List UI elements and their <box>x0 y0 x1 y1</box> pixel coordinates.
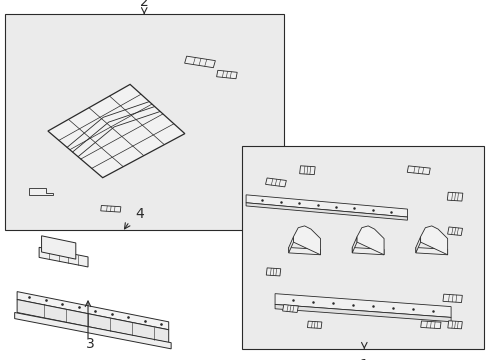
Polygon shape <box>415 237 420 253</box>
Polygon shape <box>245 195 407 217</box>
Polygon shape <box>41 236 76 259</box>
Polygon shape <box>299 166 315 175</box>
Text: 1: 1 <box>359 358 368 360</box>
Polygon shape <box>447 321 461 329</box>
Polygon shape <box>351 237 356 253</box>
Polygon shape <box>48 84 184 178</box>
Polygon shape <box>293 226 320 255</box>
Bar <box>5 14 283 230</box>
Polygon shape <box>274 305 450 322</box>
Polygon shape <box>184 56 215 68</box>
Text: 3: 3 <box>86 337 95 351</box>
Polygon shape <box>265 178 286 187</box>
Polygon shape <box>447 227 462 235</box>
Polygon shape <box>351 248 383 255</box>
Polygon shape <box>307 321 321 328</box>
Polygon shape <box>420 226 447 255</box>
Polygon shape <box>29 188 53 195</box>
Polygon shape <box>442 294 461 302</box>
Polygon shape <box>274 294 450 318</box>
Polygon shape <box>216 70 237 79</box>
Polygon shape <box>415 248 447 255</box>
Polygon shape <box>420 321 440 329</box>
Polygon shape <box>101 206 121 212</box>
Polygon shape <box>17 292 168 330</box>
Polygon shape <box>288 248 320 255</box>
Polygon shape <box>245 203 407 220</box>
Polygon shape <box>17 300 168 343</box>
Bar <box>242 146 483 349</box>
Polygon shape <box>447 192 462 201</box>
Polygon shape <box>282 305 298 312</box>
Polygon shape <box>15 312 171 349</box>
Polygon shape <box>288 237 293 253</box>
Text: 4: 4 <box>135 207 143 221</box>
Polygon shape <box>407 166 429 175</box>
Polygon shape <box>266 268 280 276</box>
Polygon shape <box>39 247 88 267</box>
Text: 2: 2 <box>140 0 148 9</box>
Polygon shape <box>356 226 383 255</box>
